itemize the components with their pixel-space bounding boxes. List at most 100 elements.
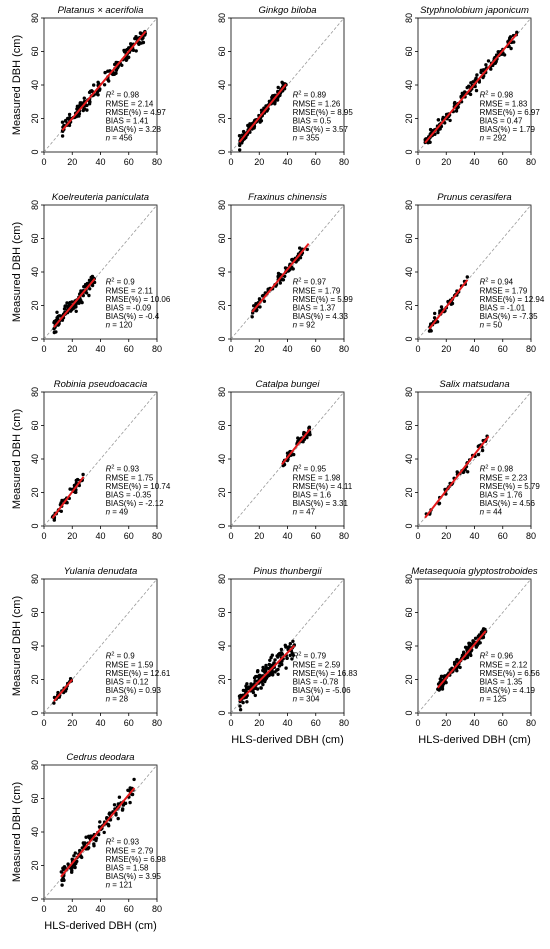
data-point: [134, 35, 138, 39]
y-tick-label: 80: [404, 13, 414, 23]
data-point: [102, 83, 107, 87]
stat-rmse: RMSE = 2.59: [293, 660, 341, 669]
data-point: [436, 118, 441, 122]
data-point: [276, 672, 280, 676]
data-point: [74, 309, 78, 313]
panel-title: Platanus × acerifolia: [58, 5, 144, 16]
data-point: [56, 690, 60, 695]
stat-r2: R2 = 0.98: [106, 91, 140, 100]
data-point: [279, 647, 284, 652]
data-point: [288, 642, 292, 646]
data-point: [428, 127, 433, 132]
data-point: [475, 73, 479, 77]
data-point: [116, 802, 121, 806]
y-tick-label: 0: [217, 336, 227, 341]
data-point: [433, 311, 437, 316]
panel-title: Ginkgo biloba: [258, 5, 316, 16]
stat-bias: BIAS = 1.58: [106, 864, 149, 873]
data-point: [268, 663, 273, 668]
stat-bias: BIAS = 0.5: [293, 117, 332, 126]
y-axis-label: Measured DBH (cm): [11, 596, 23, 696]
data-point: [473, 636, 478, 640]
x-tick-label: 80: [152, 344, 162, 354]
x-tick-label: 0: [415, 157, 420, 167]
scatter-panel: Cedrus deodara 00 20 20 40 40 60 60 80 80 R2 = 0.9…: [11, 752, 166, 932]
stat-rmse: RMSE = 1.98: [293, 473, 341, 482]
data-point: [68, 487, 72, 491]
x-tick-label: 60: [311, 531, 321, 541]
data-point: [112, 803, 117, 807]
x-tick-label: 40: [282, 344, 292, 354]
data-point: [271, 94, 276, 98]
data-point: [278, 281, 282, 285]
data-point: [88, 287, 92, 291]
data-point: [87, 835, 92, 840]
y-tick-label: 40: [404, 641, 414, 651]
data-point: [108, 811, 112, 815]
data-point: [467, 641, 471, 645]
y-tick-label: 0: [217, 149, 227, 154]
stat-bias-pct: BIAS(%) = 0.93: [106, 686, 162, 695]
x-tick-label: 20: [254, 531, 264, 541]
data-point: [241, 129, 246, 134]
stat-bias-pct: BIAS(%) = -0.4: [106, 312, 160, 321]
data-point: [476, 452, 481, 457]
data-point: [52, 330, 56, 335]
data-point: [262, 299, 267, 303]
y-tick-label: 60: [217, 607, 227, 617]
stat-r2: R2 = 0.9: [106, 652, 136, 661]
x-tick-label: 0: [415, 531, 420, 541]
stat-bias: BIAS = 0.12: [106, 678, 149, 687]
stat-r2: R2 = 0.97: [293, 278, 327, 287]
stat-r2: R2 = 0.79: [293, 652, 327, 661]
stat-rmse: RMSE = 2.79: [106, 846, 154, 855]
scatter-panel: Fraxinus chinensis 00 20 20 40 40 60 60 80 80 R2 =…: [217, 192, 353, 354]
data-point: [286, 645, 290, 649]
y-tick-label: 80: [217, 13, 227, 23]
x-tick-label: 20: [441, 531, 451, 541]
panel-title: Koelreuteria paniculata: [52, 192, 149, 203]
data-point: [102, 830, 106, 835]
y-tick-label: 60: [404, 420, 414, 430]
y-tick-label: 20: [217, 300, 227, 310]
data-point: [90, 89, 94, 93]
scatter-panel: Ginkgo biloba 00 20 20 40 40 60 60 80 80 R2 = 0.89…: [217, 5, 353, 167]
data-point: [55, 310, 59, 314]
stat-rmse-pct: RMSE(%) = 6.98: [106, 855, 167, 864]
stat-n: n = 120: [106, 321, 133, 330]
y-tick-label: 0: [30, 336, 40, 341]
x-tick-label: 40: [469, 157, 479, 167]
stat-n: n = 92: [293, 321, 316, 330]
stat-bias-pct: BIAS(%) = 3.28: [106, 125, 162, 134]
x-tick-label: 40: [469, 344, 479, 354]
data-point: [107, 79, 111, 83]
data-point: [132, 777, 136, 782]
data-point: [117, 795, 122, 799]
data-point: [61, 866, 65, 870]
data-point: [454, 109, 459, 113]
data-point: [237, 134, 242, 138]
data-point: [465, 275, 469, 279]
identity-line: [43, 764, 158, 900]
data-point: [256, 669, 260, 673]
stat-rmse-pct: RMSE(%) = 6.56: [480, 669, 541, 678]
scatter-panel: Salix matsudana 00 20 20 40 40 60 60 80 80 R2 = 0.…: [404, 379, 540, 541]
y-tick-label: 60: [217, 46, 227, 56]
stat-rmse: RMSE = 1.59: [106, 660, 154, 669]
y-tick-label: 80: [30, 200, 40, 210]
stat-r2: R2 = 0.93: [106, 465, 140, 474]
y-tick-label: 80: [404, 387, 414, 397]
stat-rmse-pct: RMSE(%) = 10.06: [106, 295, 171, 304]
data-point: [67, 123, 72, 128]
data-point: [80, 300, 84, 305]
data-point: [238, 708, 243, 712]
data-point: [111, 72, 115, 77]
y-tick-label: 0: [404, 523, 414, 528]
data-point: [279, 651, 284, 656]
x-tick-label: 60: [124, 718, 134, 728]
x-tick-label: 40: [95, 531, 105, 541]
stat-n: n = 47: [293, 508, 316, 517]
data-point: [123, 48, 128, 53]
x-tick-label: 80: [526, 157, 536, 167]
